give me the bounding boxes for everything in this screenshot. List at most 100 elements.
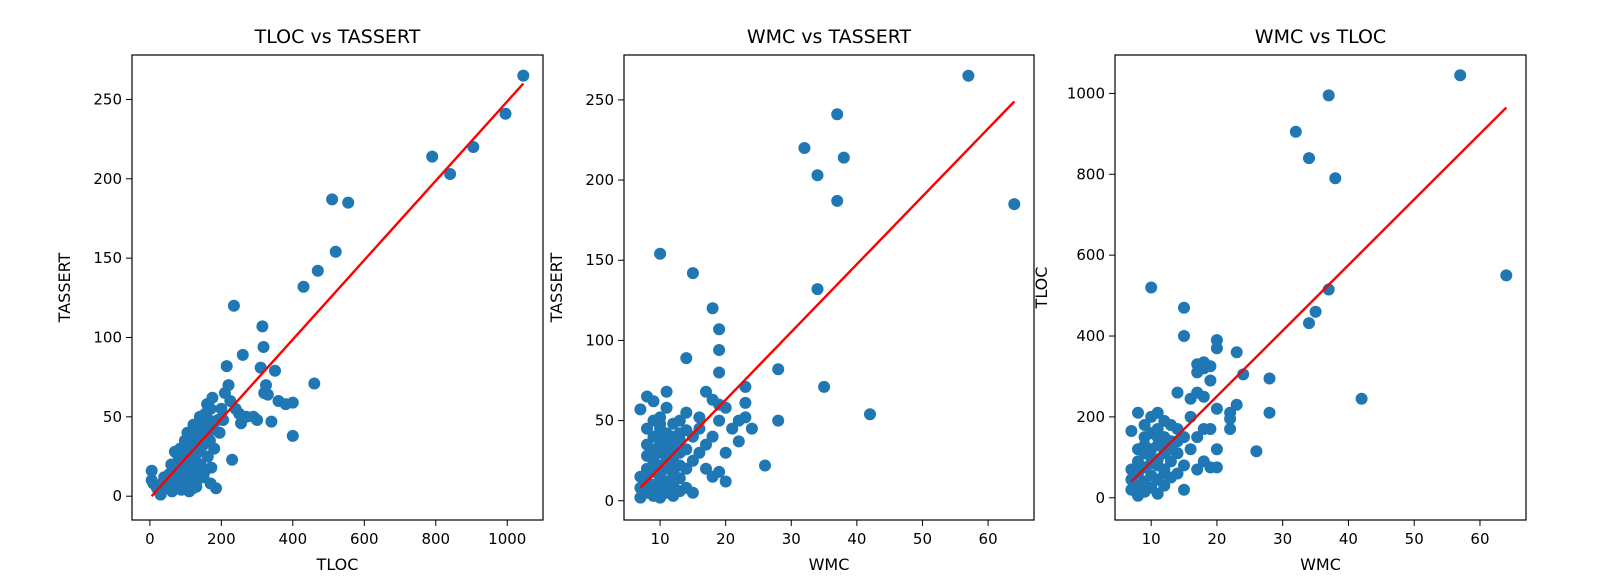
data-point [326,193,339,206]
data-point [726,422,739,435]
y-tick-label: 150 [585,251,614,269]
data-point [706,430,719,443]
data-point [660,401,673,414]
data-point [745,422,758,435]
data-point [1329,172,1342,185]
data-point [1158,479,1171,492]
data-point [1289,125,1302,138]
data-point [680,462,693,475]
data-point [667,438,680,451]
data-point [226,453,239,466]
data-point [719,475,732,488]
data-point [667,470,680,483]
data-point [1210,334,1223,347]
data-point [1151,487,1164,500]
x-tick-label: 400 [279,530,308,548]
data-point [739,396,752,409]
data-point [1230,346,1243,359]
data-point [673,414,686,427]
x-tick-label: 600 [350,530,379,548]
data-point [329,245,342,258]
data-point [706,302,719,315]
data-point [217,414,230,426]
data-point [1500,269,1513,282]
data-point [634,403,647,416]
data-point [1145,281,1158,294]
data-point [700,438,712,451]
data-point [1151,453,1164,466]
data-point [647,486,660,499]
data-point [686,267,699,280]
regression-line [1130,106,1508,483]
y-tick-label: 150 [93,249,122,267]
y-tick-label: 0 [604,492,614,510]
x-tick-label: 20 [1207,530,1226,548]
data-point [772,414,785,427]
data-point [1138,439,1151,452]
data-point [1171,386,1184,399]
x-tick-label: 50 [1405,530,1424,548]
data-point [426,150,439,163]
data-point [1125,425,1138,437]
chart-title: TLOC vs TASSERT [254,26,421,48]
y-axis-label: TASSERT [547,252,566,323]
data-point [205,461,218,474]
x-tick-label: 30 [1273,530,1292,548]
data-point [297,280,310,293]
data-point [499,107,512,120]
data-point [1145,410,1158,423]
chart-title: WMC vs TLOC [1255,26,1386,48]
data-point [693,411,706,424]
data-point [1204,360,1217,373]
data-point [311,264,324,277]
data-point [517,69,530,82]
data-point [165,458,178,471]
data-point [215,402,228,415]
y-tick-label: 250 [585,91,614,109]
y-tick-label: 50 [103,408,122,426]
data-point [1132,406,1144,419]
data-point [693,446,706,459]
data-point [186,482,199,495]
data-point [1210,443,1223,456]
x-tick-label: 50 [913,530,932,548]
x-tick-label: 1000 [488,530,526,548]
y-tick-label: 250 [93,90,122,108]
x-tick-label: 40 [847,530,866,548]
y-tick-label: 200 [585,171,614,189]
data-point [831,194,844,207]
data-point [811,169,824,182]
x-tick-label: 60 [979,530,998,548]
x-tick-label: 200 [207,530,236,548]
data-point [1132,459,1144,472]
x-tick-label: 10 [1142,530,1161,548]
data-point [1303,317,1315,330]
data-point [213,426,226,439]
data-point [1178,330,1190,342]
data-point [719,401,732,414]
x-tick-label: 10 [651,530,670,548]
data-point [222,379,235,392]
y-tick-label: 100 [93,328,122,346]
data-point [1224,423,1237,435]
y-tick-label: 200 [1076,408,1105,426]
data-point [1178,301,1190,314]
data-point [680,406,693,419]
data-point [1138,419,1151,431]
plot-frame [623,54,1035,521]
data-point [713,414,726,427]
data-point [680,352,693,365]
data-point [686,430,699,443]
data-point [1204,374,1217,387]
data-point [1158,439,1171,452]
data-point [686,486,699,499]
y-tick-label: 0 [1095,489,1105,507]
x-tick-label: 60 [1470,530,1489,548]
data-point [713,366,726,379]
data-point [168,445,181,458]
data-point [1191,431,1204,444]
data-point [1210,402,1223,415]
x-axis-label: TLOC [316,555,359,574]
data-point [798,142,811,154]
